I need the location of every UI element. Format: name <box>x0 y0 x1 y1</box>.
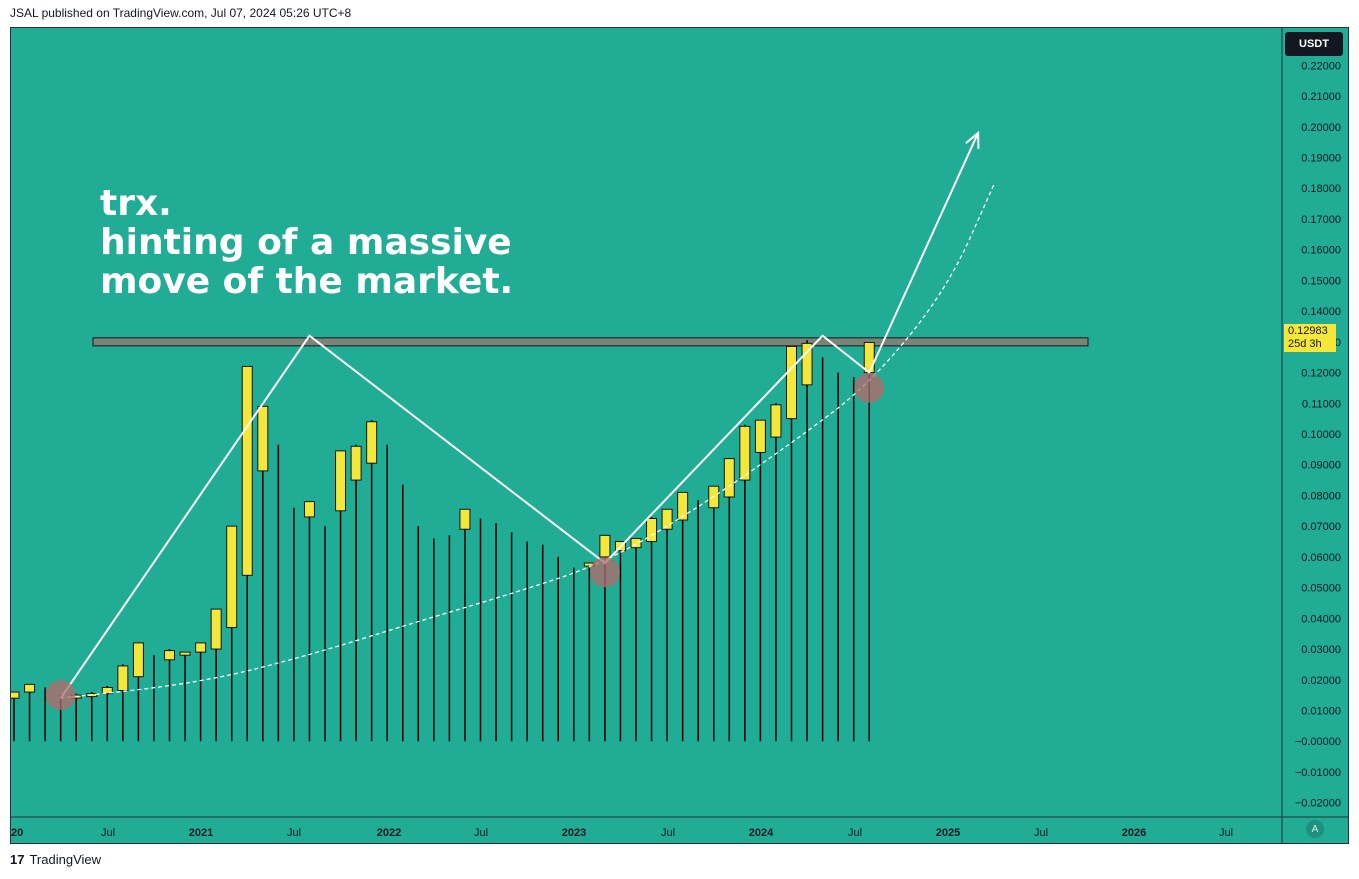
x-tick-label: 2023 <box>562 827 586 839</box>
arrow-head <box>965 130 980 149</box>
candle-body <box>24 683 36 693</box>
y-tick-label: 0.19000 <box>1301 153 1341 165</box>
y-tick-label: −0.01000 <box>1295 767 1341 779</box>
y-tick-label: 0.08000 <box>1301 490 1341 502</box>
y-tick-label: 0.15000 <box>1301 275 1341 287</box>
y-tick-label: 0.18000 <box>1301 183 1341 195</box>
auto-scale-icon[interactable]: A <box>1306 820 1324 838</box>
resistance-zone <box>92 337 1089 347</box>
candlestick-chart[interactable]: 0.22000 0.21000 0.20000 0.19000 0.18000 0.170… <box>11 28 1349 844</box>
y-tick-label: 0.01000 <box>1301 705 1341 717</box>
candle-body <box>723 458 735 498</box>
x-tick-label: Jul <box>101 827 115 839</box>
brand-name: TradingView <box>29 852 102 867</box>
y-tick-label: 0.07000 <box>1301 521 1341 533</box>
chart-pane[interactable]: 0.22000 0.21000 0.20000 0.19000 0.18000 0.170… <box>10 27 1349 844</box>
pivot-marker <box>589 557 620 588</box>
y-tick-label: 0.02000 <box>1301 675 1341 687</box>
y-tick-label: −0.00000 <box>1295 736 1341 748</box>
candle-body <box>739 425 751 481</box>
x-tick-label: Jul <box>1219 827 1233 839</box>
candle-body <box>459 508 471 530</box>
candle-body <box>241 365 253 576</box>
y-tick-label: 0.20000 <box>1301 122 1341 134</box>
y-tick-label: 0.05000 <box>1301 583 1341 595</box>
last-price-countdown: 25d 3h <box>1288 338 1322 350</box>
pivot-marker <box>45 680 76 711</box>
candle-body <box>350 445 362 481</box>
candle-body <box>786 345 797 420</box>
candle-body <box>661 508 673 530</box>
y-tick-label: 0.22000 <box>1301 60 1341 72</box>
zigzag-line <box>59 132 980 699</box>
annotation-line-1: trx. <box>100 183 172 224</box>
candle-body <box>11 691 20 699</box>
publish-header: JSAL published on TradingView.com, Jul 0… <box>10 6 352 20</box>
x-tick-label: Jul <box>848 827 862 839</box>
x-tick-label: 2026 <box>1122 827 1146 839</box>
currency-button[interactable]: USDT <box>1285 32 1343 56</box>
candle-body <box>210 608 222 650</box>
x-tick-label: 2024 <box>749 827 774 839</box>
candle-body <box>179 651 191 656</box>
y-tick-label: 0.11000 <box>1302 398 1341 410</box>
candle-body <box>226 525 238 629</box>
candle-body <box>101 686 113 695</box>
candle-body <box>599 534 611 558</box>
y-tick-label: 0.03000 <box>1301 644 1341 656</box>
y-tick-label: −0.02000 <box>1295 798 1341 810</box>
y-tick-label: 0.09000 <box>1301 460 1341 472</box>
candle-body <box>335 450 347 512</box>
y-tick-label: 0.06000 <box>1301 552 1341 564</box>
y-tick-label: 0.04000 <box>1301 613 1341 625</box>
last-price-label: 0.12983 25d 3h <box>1284 324 1336 352</box>
candle-body <box>195 642 207 653</box>
y-tick-label: 0.17000 <box>1301 214 1341 226</box>
price-scale <box>1282 28 1348 843</box>
y-tick-label: 0.12000 <box>1301 368 1341 380</box>
candle-body <box>164 650 175 661</box>
candle-body <box>366 421 378 464</box>
chart-annotation[interactable]: trx. hinting of a massive move of the ma… <box>100 184 513 301</box>
x-tick-label: 2025 <box>936 827 960 839</box>
candle-body <box>132 642 144 678</box>
last-price-value: 0.12983 <box>1288 325 1328 337</box>
candle-body <box>801 342 813 386</box>
x-tick-label: Jul <box>474 827 488 839</box>
x-tick-label: Jul <box>1034 827 1048 839</box>
x-tick-label: 2020 <box>11 827 23 839</box>
candle-body <box>117 665 129 692</box>
y-tick-label: 0.10000 <box>1301 429 1341 441</box>
candle-body <box>863 341 875 374</box>
annotation-line-2: hinting of a massive <box>100 222 512 263</box>
candle-body <box>257 405 269 472</box>
footer-brand[interactable]: 17 TradingView <box>10 852 101 867</box>
candle-body <box>770 404 782 438</box>
candle-body <box>303 501 315 518</box>
y-tick-label: 0.16000 <box>1301 245 1341 257</box>
tradingview-logo-icon: 17 <box>10 852 25 867</box>
x-tick-label: 2022 <box>377 827 401 839</box>
candle-body <box>754 419 766 453</box>
y-tick-label: 0.14000 <box>1301 306 1341 318</box>
annotation-line-3: move of the market. <box>100 261 514 302</box>
x-tick-label: Jul <box>287 827 301 839</box>
candle-body <box>677 491 689 521</box>
candle-body <box>646 517 658 543</box>
x-tick-label: Jul <box>661 827 675 839</box>
y-tick-label: 0.21000 <box>1301 91 1341 103</box>
candle-body <box>630 537 642 549</box>
pivot-marker <box>854 372 885 403</box>
x-tick-label: 2021 <box>189 827 213 839</box>
